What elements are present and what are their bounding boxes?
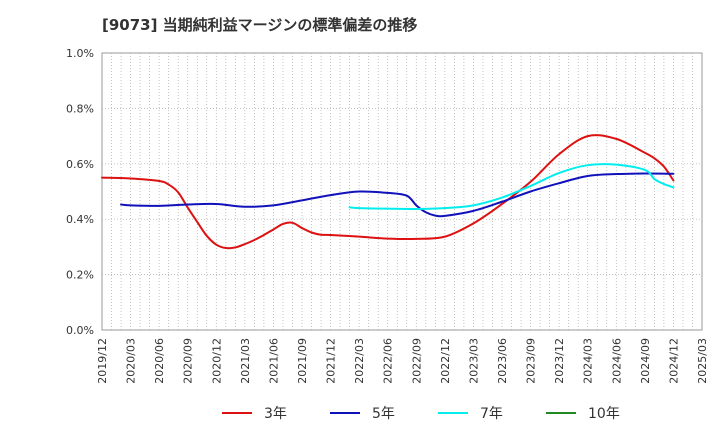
- x-tick-label: 2021/06: [267, 338, 280, 384]
- chart-title: [9073] 当期純利益マージンの標準偏差の推移: [102, 16, 417, 34]
- x-axis-ticks: 2019/12 2020/03 2020/06 2020/09 2020/12 2021/…: [96, 338, 709, 384]
- x-tick-label: 2022/06: [382, 338, 395, 384]
- x-tick-label: 2023/09: [525, 338, 538, 384]
- x-tick-label: 2024/09: [639, 338, 652, 384]
- grid: [102, 53, 702, 330]
- y-axis-ticks: 0.0% 0.2% 0.4% 0.6% 0.8% 1.0%: [66, 47, 94, 337]
- series-lines: [101, 134, 675, 250]
- x-tick-label: 2025/03: [696, 338, 709, 384]
- legend-label: 7年: [480, 406, 503, 422]
- x-tick-label: 2023/06: [496, 338, 509, 384]
- x-tick-label: 2024/12: [667, 338, 680, 384]
- x-tick-label: 2024/03: [582, 338, 595, 384]
- x-tick-label: 2019/12: [96, 338, 109, 384]
- y-tick-label: 1.0%: [66, 47, 94, 60]
- series-line-2: [120, 172, 675, 218]
- legend: 3年 5年 7年 10年: [222, 406, 620, 422]
- x-tick-label: 2020/06: [153, 338, 166, 384]
- x-tick-label: 2023/03: [467, 338, 480, 384]
- y-tick-label: 0.8%: [66, 102, 94, 115]
- y-tick-label: 0.2%: [66, 269, 94, 282]
- x-tick-label: 2021/12: [325, 338, 338, 384]
- x-tick-label: 2022/12: [439, 338, 452, 384]
- y-tick-label: 0.0%: [66, 324, 94, 337]
- series-line-3: [348, 163, 675, 210]
- legend-label: 5年: [372, 406, 395, 422]
- legend-label: 10年: [588, 406, 620, 422]
- x-tick-label: 2022/09: [410, 338, 423, 384]
- x-tick-label: 2020/09: [182, 338, 195, 384]
- x-tick-label: 2020/12: [210, 338, 223, 384]
- x-tick-label: 2024/06: [610, 338, 623, 384]
- series-line-1: [101, 134, 675, 250]
- x-tick-label: 2021/03: [239, 338, 252, 384]
- legend-label: 3年: [264, 406, 287, 422]
- y-tick-label: 0.4%: [66, 213, 94, 226]
- y-tick-label: 0.6%: [66, 158, 94, 171]
- x-tick-label: 2021/09: [296, 338, 309, 384]
- plot-area: [101, 52, 703, 331]
- x-tick-label: 2020/03: [125, 338, 138, 384]
- x-tick-label: 2022/03: [353, 338, 366, 384]
- x-tick-label: 2023/12: [553, 338, 566, 384]
